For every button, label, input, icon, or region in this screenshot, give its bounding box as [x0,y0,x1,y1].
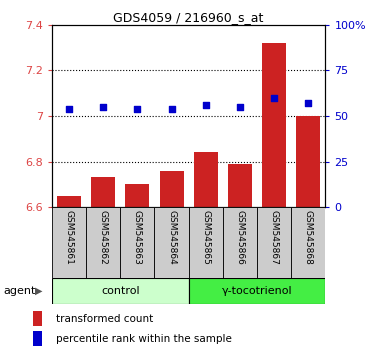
Bar [296,116,320,207]
Title: GDS4059 / 216960_s_at: GDS4059 / 216960_s_at [114,11,264,24]
Point [271,95,277,101]
Point [100,104,106,110]
Bar [228,164,252,207]
Point [203,102,209,108]
Bar [52,278,189,304]
Text: γ-tocotrienol: γ-tocotrienol [222,286,292,296]
Text: GSM545862: GSM545862 [99,210,108,265]
Bar [189,278,325,304]
Bar [33,331,42,346]
Bar [33,311,42,326]
Bar [154,207,189,278]
Text: ▶: ▶ [35,286,42,296]
Text: GSM545861: GSM545861 [65,210,74,265]
Point [66,106,72,112]
Bar [160,171,184,207]
Bar [223,207,257,278]
Text: percentile rank within the sample: percentile rank within the sample [56,334,232,344]
Text: GSM545863: GSM545863 [133,210,142,265]
Point [305,100,311,106]
Text: GSM545865: GSM545865 [201,210,210,265]
Point [169,106,175,112]
Point [237,104,243,110]
Bar [262,43,286,207]
Text: GSM545864: GSM545864 [167,210,176,265]
Bar [91,177,115,207]
Bar [120,207,154,278]
Point [134,106,141,112]
Bar [257,207,291,278]
Text: GSM545868: GSM545868 [304,210,313,265]
Text: GSM545867: GSM545867 [270,210,279,265]
Bar [126,184,149,207]
Bar [291,207,325,278]
Text: transformed count: transformed count [56,314,153,324]
Bar [194,153,218,207]
Text: control: control [101,286,140,296]
Bar [189,207,223,278]
Bar [57,196,81,207]
Bar [52,207,86,278]
Text: GSM545866: GSM545866 [235,210,244,265]
Bar [86,207,120,278]
Text: agent: agent [4,286,36,296]
